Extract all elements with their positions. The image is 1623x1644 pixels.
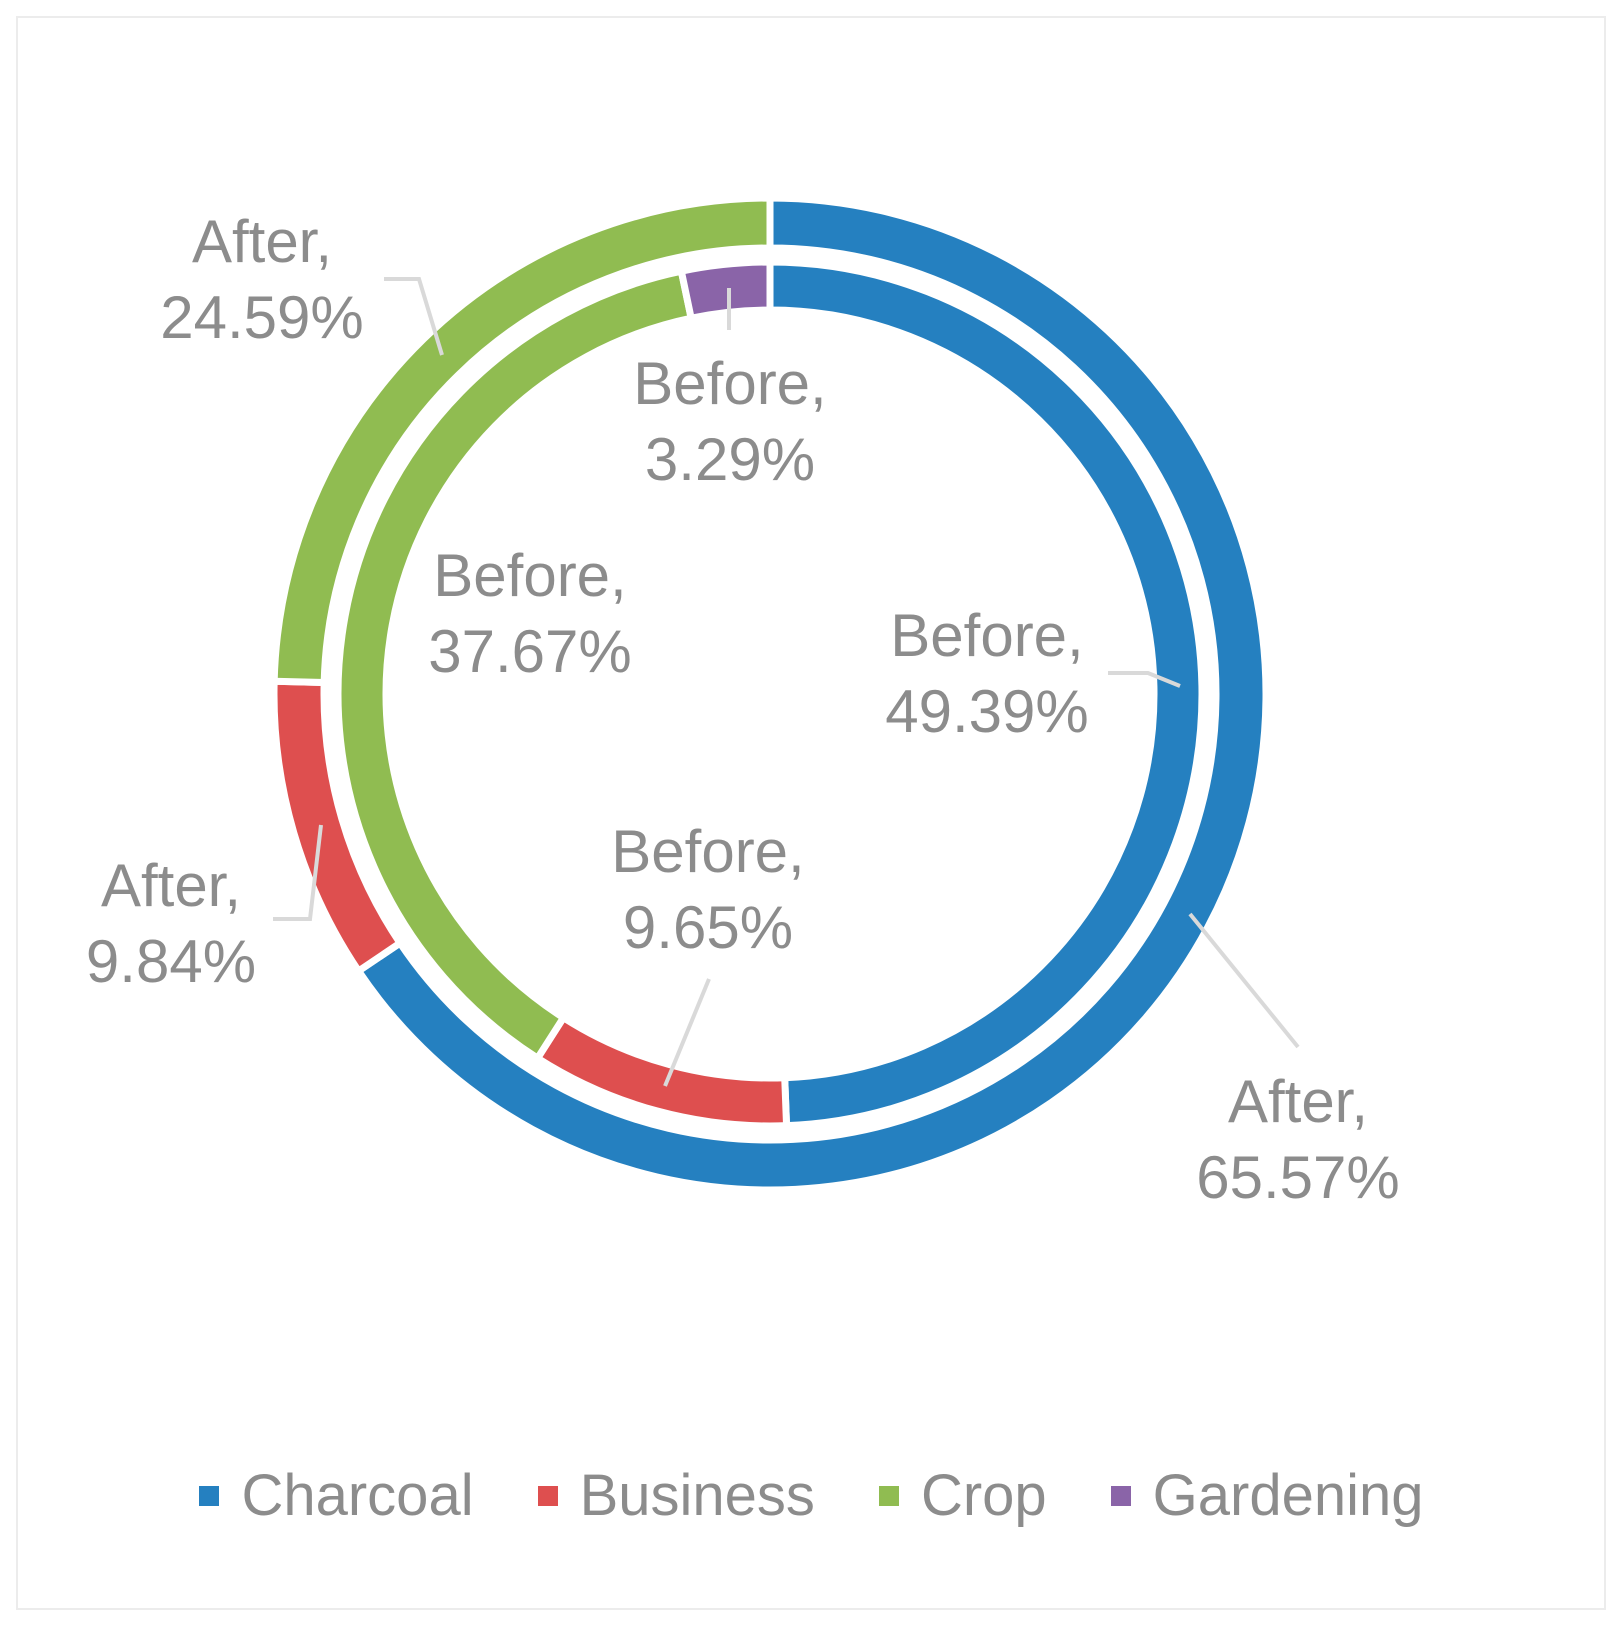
data-label-outer-business: After, 9.84% [86,852,256,995]
data-label-inner-gardening: Before, 3.29% [633,350,826,493]
legend-swatch-business [537,1486,558,1506]
inner-ring-slice-charcoal [766,258,1206,1130]
data-label-inner-business: Before, 9.65% [611,818,804,961]
legend-swatch-crop [878,1486,899,1506]
legend-label-business: Business [579,1463,815,1528]
legend-label-crop: Crop [920,1463,1047,1528]
inner-ring-slice-gardening [677,258,774,323]
data-label-inner-charcoal: Before, 49.39% [885,602,1089,745]
legend-item-charcoal: Charcoal [199,1463,474,1528]
legend-item-crop: Crop [878,1463,1047,1528]
donut-segments [270,194,1270,1194]
leader-line-outer-business [273,824,323,921]
legend-item-business: Business [537,1463,815,1528]
leader-line-outer-crop [384,277,444,356]
legend-label-gardening: Gardening [1152,1463,1424,1528]
leader-lines [273,277,1300,1087]
outer-ring-slice-crop [270,194,774,687]
legend-item-gardening: Gardening [1110,1463,1424,1528]
leader-line-inner-charcoal [1108,671,1181,688]
legend-swatch-gardening [1110,1486,1131,1506]
legend-swatch-charcoal [199,1486,220,1506]
data-label-outer-crop: After, 24.59% [160,208,364,351]
leader-line-outer-charcoal [1188,912,1300,1049]
legend: Charcoal Business Crop Gardening [0,1456,1623,1536]
data-label-outer-charcoal: After, 65.57% [1196,1068,1400,1211]
leader-line-inner-business [663,978,711,1087]
data-labels: Before, 49.39% Before, 9.65% Before, 37.67%Be… [86,208,1400,1211]
outer-ring-slice-charcoal [353,194,1270,1194]
legend-label-charcoal: Charcoal [241,1463,474,1528]
data-label-inner-crop: Before, 37.67% [428,542,632,685]
